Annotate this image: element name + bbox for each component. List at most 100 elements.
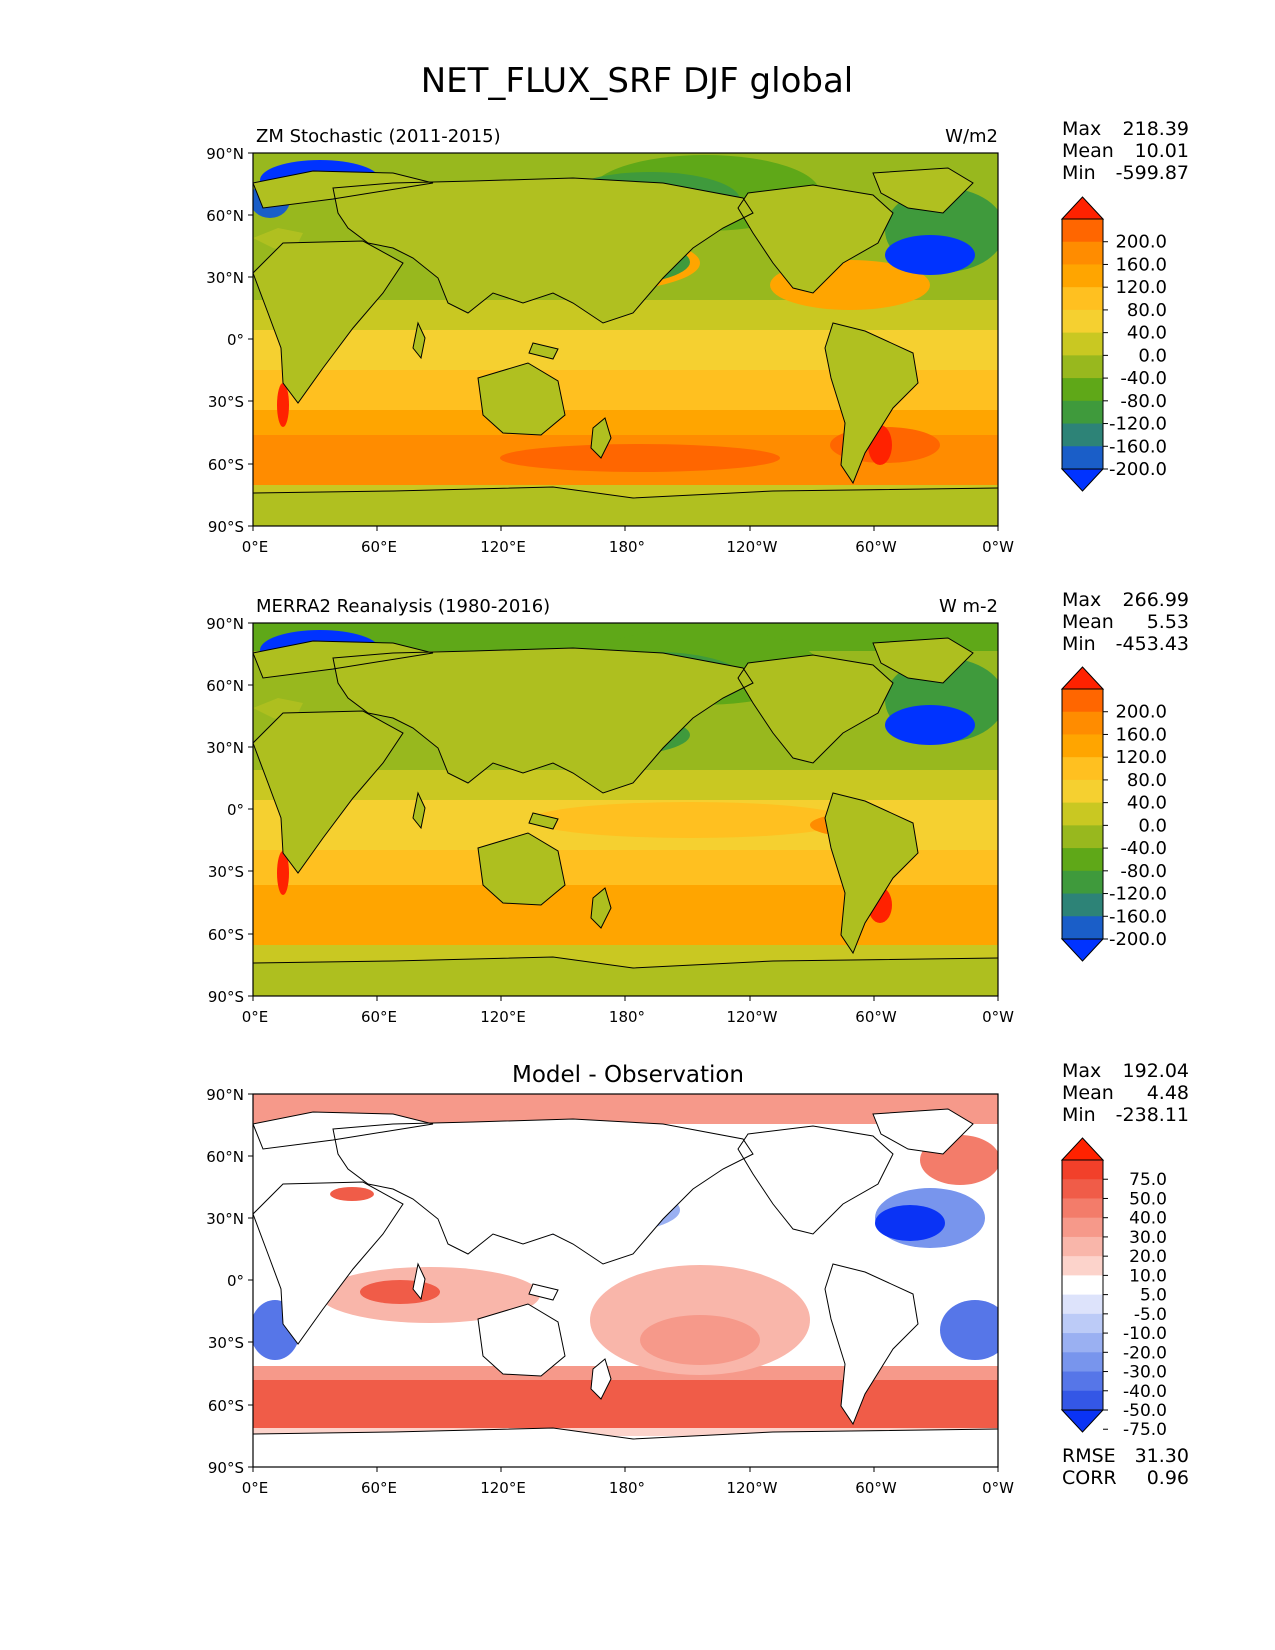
colorbar-segment	[1062, 802, 1103, 826]
colorbar-tick-label: 120.0	[1115, 277, 1167, 298]
stat-max-label: Max	[1062, 1060, 1101, 1082]
stat-mean-value: 10.01	[1135, 140, 1189, 162]
colorbar-segment	[1062, 870, 1103, 895]
lat-tick-label: 90°S	[208, 988, 244, 1006]
colorbar-segment	[1062, 1371, 1103, 1392]
colorbar-segment	[1062, 1275, 1103, 1296]
stat-min-value: -599.87	[1116, 162, 1189, 184]
colorbar-frame	[1061, 218, 1104, 470]
lat-tick-label: 90°N	[206, 1086, 244, 1104]
colorbar-segment	[1062, 1352, 1103, 1373]
colorbar-segment	[1062, 332, 1103, 356]
colorbar-segment	[1062, 1217, 1103, 1238]
stat-max-value: 266.99	[1123, 589, 1189, 611]
colorbar-segment	[1062, 893, 1103, 917]
stats-box: Max 266.99 Mean 5.53 Min -453.43	[1062, 589, 1189, 655]
stat-min-label: Min	[1062, 1104, 1096, 1126]
stat-min-label: Min	[1062, 633, 1096, 655]
colorbar-tick-label: 75.0	[1129, 1170, 1167, 1190]
lon-tick-label: 60°W	[855, 1008, 897, 1026]
lon-tick-label: 60°E	[361, 538, 397, 556]
colorbar: 200.0160.0120.080.040.00.0-40.0-80.0-120…	[1060, 666, 1167, 962]
lat-tick-label: 0°	[227, 1272, 244, 1290]
colorbar-bottom-extend	[1060, 938, 1105, 962]
colorbar-tick-label: -20.0	[1123, 1343, 1167, 1363]
map-field	[253, 1094, 998, 1467]
lat-tick-label: 30°N	[206, 269, 244, 287]
panel-units: W/m2	[945, 126, 998, 147]
lat-tick-label: 90°S	[208, 1459, 244, 1477]
stat-min-label: Min	[1062, 162, 1096, 184]
colorbar-tick-label: 160.0	[1115, 724, 1167, 745]
colorbar-segment	[1062, 241, 1103, 265]
colorbar-segment	[1062, 1333, 1103, 1353]
lat-axis: 90°N 60°N 30°N 0° 30°S 60°S 90°S	[206, 615, 253, 1006]
lat-tick-label: 60°N	[206, 207, 244, 225]
lon-tick-label: 120°E	[480, 538, 526, 556]
stat-max-value: 218.39	[1123, 118, 1189, 140]
map-field	[253, 153, 998, 526]
stat-min-value: -453.43	[1116, 633, 1189, 655]
lat-tick-label: 60°N	[206, 1148, 244, 1166]
colorbar-frame	[1061, 1159, 1104, 1411]
colorbar-segment	[1062, 848, 1103, 872]
colorbar-tick-label: 5.0	[1140, 1286, 1167, 1306]
lon-tick-label: 180°	[609, 1008, 645, 1026]
colorbar-tick-label: 0.0	[1138, 815, 1167, 836]
panel-reference: MERRA2 Reanalysis (1980-2016) W m-2	[206, 589, 1189, 1026]
panel-center-title: Model - Observation	[512, 1062, 744, 1088]
colorbar-tick-label: 40.0	[1127, 793, 1167, 814]
colorbar-tick-label: -200.0	[1109, 459, 1167, 480]
lon-tick-label: 60°E	[361, 1479, 397, 1497]
colorbar-tick-label: 200.0	[1115, 232, 1167, 253]
colorbar-segment	[1062, 1256, 1103, 1276]
lat-tick-label: 90°S	[208, 518, 244, 536]
colorbar-segment	[1062, 1198, 1103, 1219]
lat-tick-label: 30°S	[208, 863, 244, 881]
lat-tick-label: 60°N	[206, 677, 244, 695]
panel-left-title: ZM Stochastic (2011-2015)	[256, 126, 501, 147]
metric-corr-value: 0.96	[1147, 1467, 1189, 1489]
colorbar-tick-label: 20.0	[1129, 1247, 1167, 1267]
colorbar-segment	[1062, 309, 1103, 334]
metric-corr-label: CORR	[1062, 1467, 1117, 1489]
colorbar-tick-label: -40.0	[1123, 1382, 1167, 1402]
lat-tick-label: 90°N	[206, 145, 244, 163]
lat-tick-label: 30°S	[208, 393, 244, 411]
lon-tick-label: 60°W	[855, 538, 897, 556]
lat-tick-label: 0°	[227, 801, 244, 819]
lon-tick-label: 120°E	[480, 1479, 526, 1497]
colorbar-segment	[1062, 1390, 1103, 1411]
lon-tick-label: 120°W	[727, 1479, 778, 1497]
colorbar-segment	[1062, 1160, 1103, 1180]
metrics-box: RMSE 31.30 CORR 0.96	[1062, 1445, 1189, 1489]
colorbar-tick-label: 40.0	[1127, 323, 1167, 344]
stat-mean-label: Mean	[1062, 611, 1114, 633]
lat-tick-label: 30°N	[206, 1210, 244, 1228]
lon-tick-label: 180°	[609, 1479, 645, 1497]
lat-tick-label: 60°S	[208, 926, 244, 944]
map-field	[253, 623, 998, 996]
lon-tick-label: 0°E	[242, 1479, 269, 1497]
lon-tick-label: 0°W	[982, 1008, 1014, 1026]
colorbar: 200.0160.0120.080.040.00.0-40.0-80.0-120…	[1060, 196, 1167, 492]
lat-tick-label: 60°S	[208, 1397, 244, 1415]
colorbar-tick-label: 200.0	[1115, 702, 1167, 723]
colorbar-segment	[1062, 734, 1103, 758]
metric-rmse-label: RMSE	[1062, 1445, 1116, 1467]
lon-tick-label: 0°E	[242, 538, 269, 556]
colorbar-tick-label: 160.0	[1115, 254, 1167, 275]
colorbar-tick-label: -50.0	[1123, 1401, 1167, 1421]
colorbar-tick-label: -30.0	[1123, 1363, 1167, 1383]
colorbar-segment	[1062, 1294, 1103, 1315]
colorbar-top-extend	[1060, 1137, 1105, 1161]
colorbar-segment	[1062, 423, 1103, 447]
colorbar-tick-label: -5.0	[1134, 1305, 1167, 1325]
colorbar-segment	[1062, 825, 1103, 849]
lon-tick-label: 120°E	[480, 1008, 526, 1026]
colorbar-segment	[1062, 779, 1103, 804]
stat-max-label: Max	[1062, 118, 1101, 140]
colorbar-tick-label: 50.0	[1129, 1189, 1167, 1209]
lat-tick-label: 30°S	[208, 1334, 244, 1352]
